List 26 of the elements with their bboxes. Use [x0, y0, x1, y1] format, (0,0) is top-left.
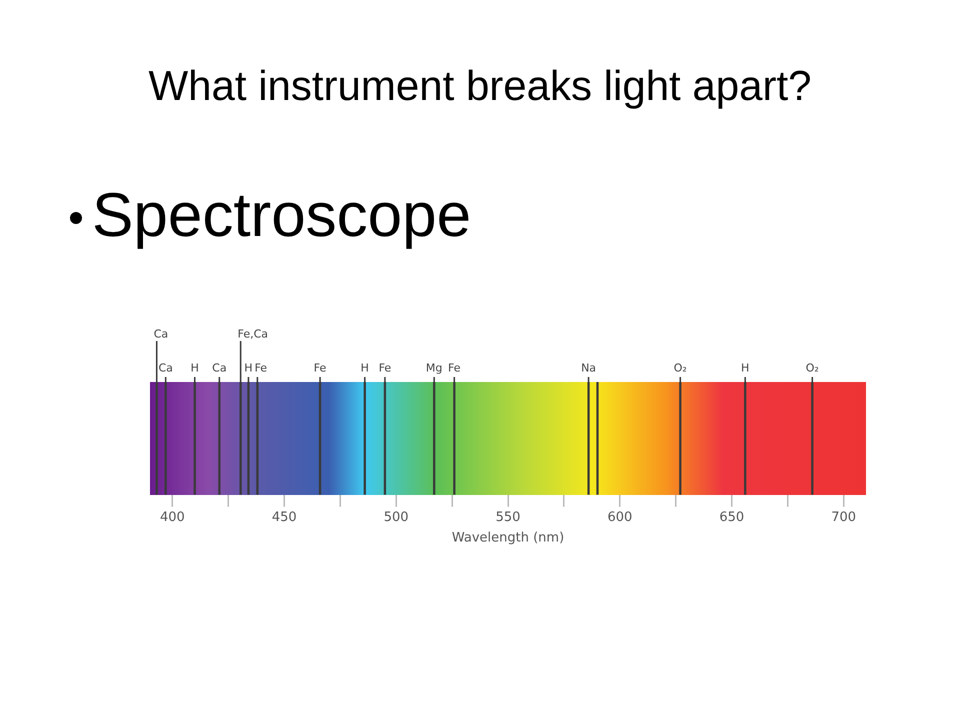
- annotation: Mg: [426, 361, 442, 374]
- annotation: Fe,Ca: [238, 327, 268, 340]
- x-tick-label: 700: [831, 510, 856, 525]
- annotation: O₂: [806, 361, 819, 374]
- annotation: H: [741, 361, 750, 374]
- x-tick-label: 550: [496, 510, 520, 525]
- annotation: Ca: [154, 327, 168, 340]
- annotation: H: [190, 361, 199, 374]
- annotation: Ca: [158, 361, 173, 374]
- annotation: H: [360, 361, 369, 374]
- x-tick-label: 400: [160, 510, 185, 525]
- x-tick-label: 500: [384, 510, 409, 525]
- x-tick-label: 600: [607, 510, 632, 525]
- annotation: Fe: [314, 361, 327, 374]
- chart-title: What instrument breaks light apart?: [148, 62, 812, 110]
- annotation: Fe: [254, 361, 268, 374]
- x-tick-label: 450: [272, 510, 297, 525]
- annotation: Ca: [212, 361, 227, 374]
- x-tick-label: 650: [719, 510, 744, 525]
- x-axis-title: Wavelength (nm): [452, 530, 564, 546]
- annotation: Fe: [448, 361, 461, 374]
- annotation: O₂: [674, 361, 687, 374]
- annotation: Na: [581, 361, 596, 374]
- annotation: Fe: [378, 361, 392, 374]
- annotation: H: [244, 361, 253, 374]
- chart-subtitle: Spectroscope: [92, 180, 472, 251]
